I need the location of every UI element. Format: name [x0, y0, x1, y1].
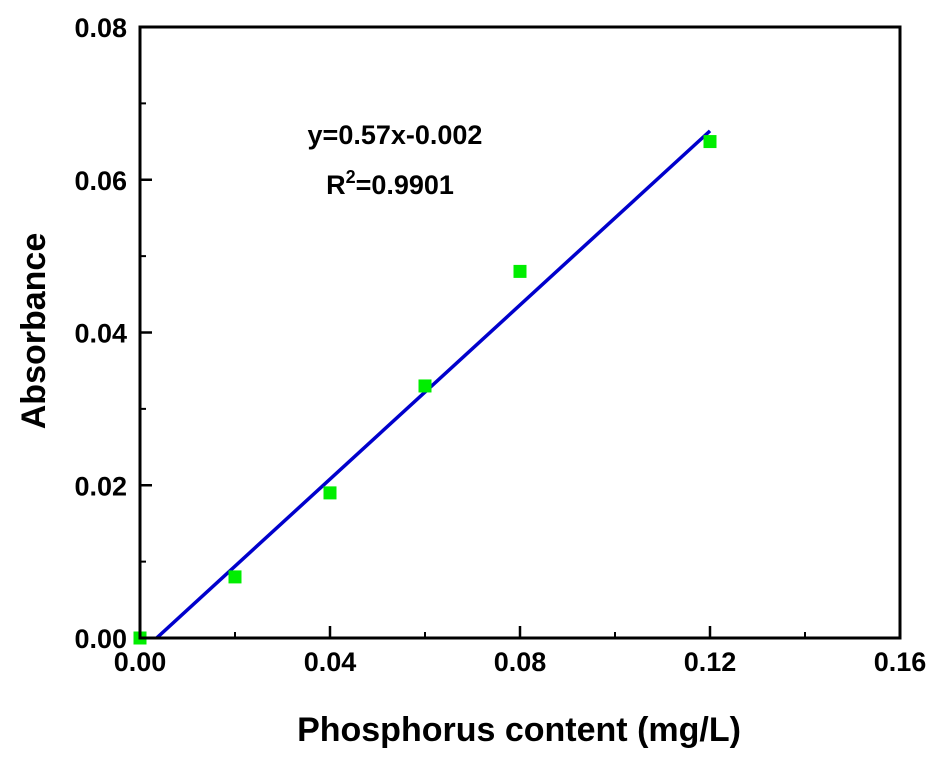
plot-frame	[138, 25, 902, 640]
fit-equation: y=0.57x-0.002	[308, 120, 483, 150]
r-squared-label: R2=0.9901	[326, 167, 454, 200]
r-squared-value: =0.9901	[356, 170, 454, 200]
x-tick-label: 0.00	[114, 647, 167, 677]
labels-layer: 0.00 0.04 0.08 0.12 0.16 0.00 0.02 0.04 0.06 0.08	[74, 13, 926, 677]
points-layer	[133, 135, 717, 645]
data-point	[228, 570, 242, 584]
ticks-layer	[138, 25, 902, 640]
data-point	[513, 264, 527, 278]
r-squared-superscript: 2	[346, 167, 356, 187]
data-point	[323, 486, 337, 500]
x-tick-label: 0.08	[494, 647, 547, 677]
r-squared-base: R	[326, 170, 346, 200]
y-tick-label: 0.04	[74, 319, 127, 349]
x-axis-title: Phosphorus content (mg/L)	[297, 711, 741, 749]
y-tick-label: 0.06	[74, 166, 127, 196]
y-axis-title: Absorbance	[15, 233, 53, 430]
data-point	[418, 379, 432, 393]
y-tick-label: 0.00	[74, 624, 127, 654]
y-tick-label: 0.02	[74, 471, 127, 501]
fit-layer	[155, 129, 712, 640]
x-tick-label: 0.16	[874, 647, 927, 677]
x-tick-label: 0.12	[684, 647, 737, 677]
x-tick-label: 0.04	[304, 647, 357, 677]
fit-line	[155, 129, 712, 640]
y-tick-label: 0.08	[74, 13, 127, 43]
data-point	[703, 135, 717, 149]
